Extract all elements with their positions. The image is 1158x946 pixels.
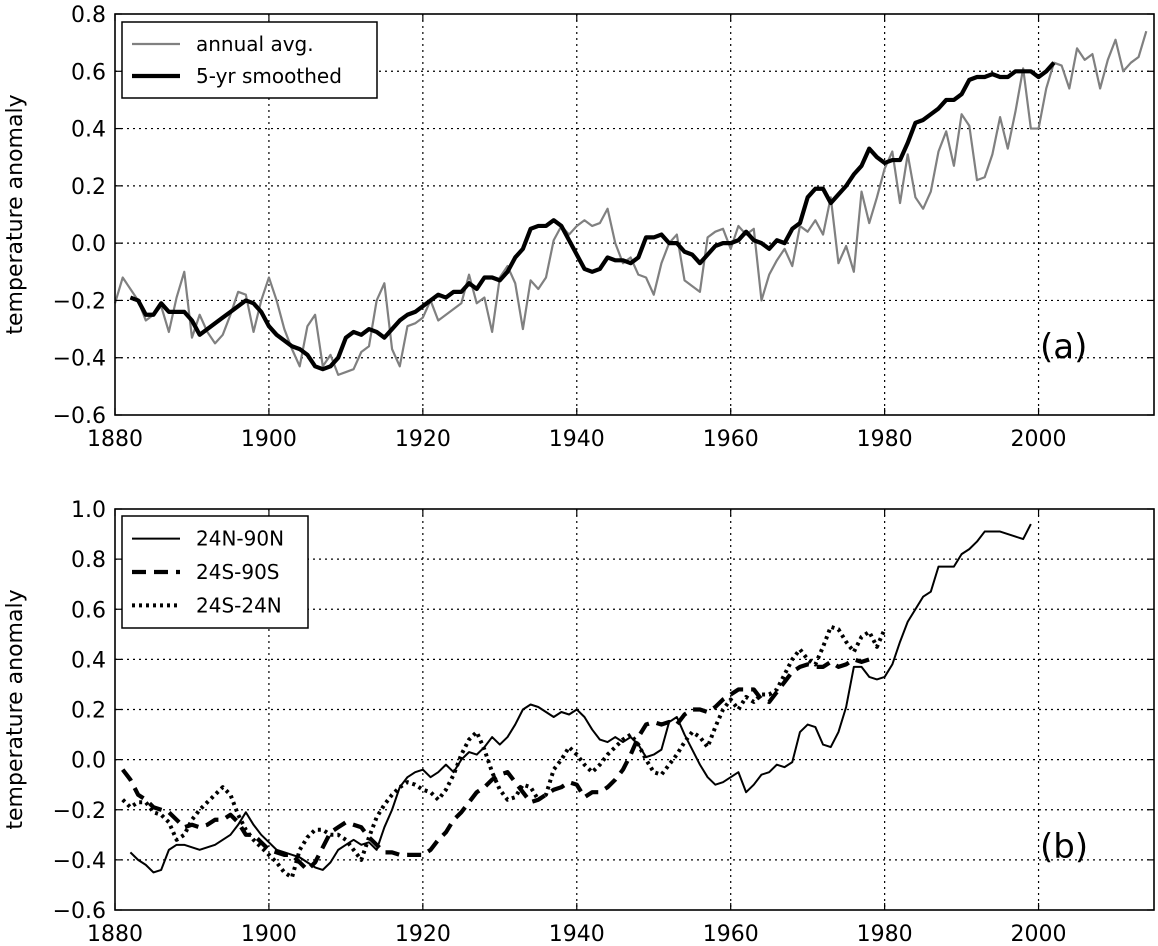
y-tick-label: −0.2 bbox=[53, 799, 106, 824]
legend-label: 24N-90N bbox=[196, 527, 284, 551]
plot-frame bbox=[114, 13, 1155, 416]
series-line-24s-24n bbox=[121, 624, 887, 880]
x-tick-label: 1920 bbox=[395, 427, 451, 452]
panel-a: 1880 1900 1920 1940 1960 1980 2000 −0.6 −0.4 −0.2… bbox=[3, 3, 1155, 452]
x-tick-label: 1900 bbox=[241, 922, 297, 946]
legend: annual avg. 5-yr smoothed bbox=[121, 21, 378, 99]
y-tick-label: 0.0 bbox=[71, 749, 106, 774]
y-tick-label: 0.0 bbox=[71, 232, 106, 257]
y-tick-label: 0.4 bbox=[71, 118, 106, 143]
x-tick-label: 1960 bbox=[703, 427, 759, 452]
panel-label: (b) bbox=[1040, 827, 1088, 867]
x-tick-label: 1920 bbox=[395, 922, 451, 946]
legend-label: 5-yr smoothed bbox=[196, 64, 342, 88]
legend-box bbox=[121, 21, 378, 99]
y-tick-label: −0.6 bbox=[53, 404, 106, 429]
x-tick-label: 2000 bbox=[1011, 427, 1067, 452]
x-tick-label: 1900 bbox=[241, 427, 297, 452]
y-tick-label: 1.0 bbox=[71, 498, 106, 523]
y-tick-label: 0.8 bbox=[71, 3, 106, 28]
x-tick-label: 1880 bbox=[87, 427, 143, 452]
y-tick-label: −0.2 bbox=[53, 289, 106, 314]
y-tick-label: 0.4 bbox=[71, 648, 106, 673]
x-tick-label: 1880 bbox=[87, 922, 143, 946]
y-tick-label: 0.6 bbox=[71, 598, 106, 623]
x-tick-label: 1980 bbox=[857, 427, 913, 452]
y-tick-label: 0.2 bbox=[71, 699, 106, 724]
panel-b: 1880 1900 1920 1940 1960 1980 2000 −0.6 −0.4 −0.2… bbox=[3, 498, 1155, 946]
series-line-5-yr-smoothed bbox=[129, 61, 1056, 372]
legend-label: 24S-90S bbox=[196, 560, 280, 584]
y-tick-label: 0.8 bbox=[71, 548, 106, 573]
x-tick-label: 1960 bbox=[703, 922, 759, 946]
y-tick-label: 0.6 bbox=[71, 60, 106, 85]
series-line-24s-90s bbox=[121, 657, 877, 873]
x-tick-label: 1980 bbox=[857, 922, 913, 946]
legend-label: annual avg. bbox=[196, 32, 314, 56]
x-tick-label: 1940 bbox=[549, 427, 605, 452]
series-line-24n-90n bbox=[129, 523, 1032, 874]
x-tick-label: 2000 bbox=[1011, 922, 1067, 946]
y-axis-label: temperature anomaly bbox=[3, 94, 28, 334]
series-line-annual-avg- bbox=[113, 30, 1148, 376]
y-tick-label: −0.6 bbox=[53, 899, 106, 924]
y-tick-label: −0.4 bbox=[53, 849, 106, 874]
y-tick-label: 0.2 bbox=[71, 175, 106, 200]
y-axis-label: temperature anomaly bbox=[3, 589, 28, 829]
legend-box bbox=[121, 515, 309, 629]
legend: 24N-90N 24S-90S 24S-24N bbox=[121, 515, 309, 629]
y-tick-label: −0.4 bbox=[53, 347, 106, 372]
legend-label: 24S-24N bbox=[196, 593, 282, 617]
x-tick-label: 1940 bbox=[549, 922, 605, 946]
panel-label: (a) bbox=[1040, 327, 1087, 367]
